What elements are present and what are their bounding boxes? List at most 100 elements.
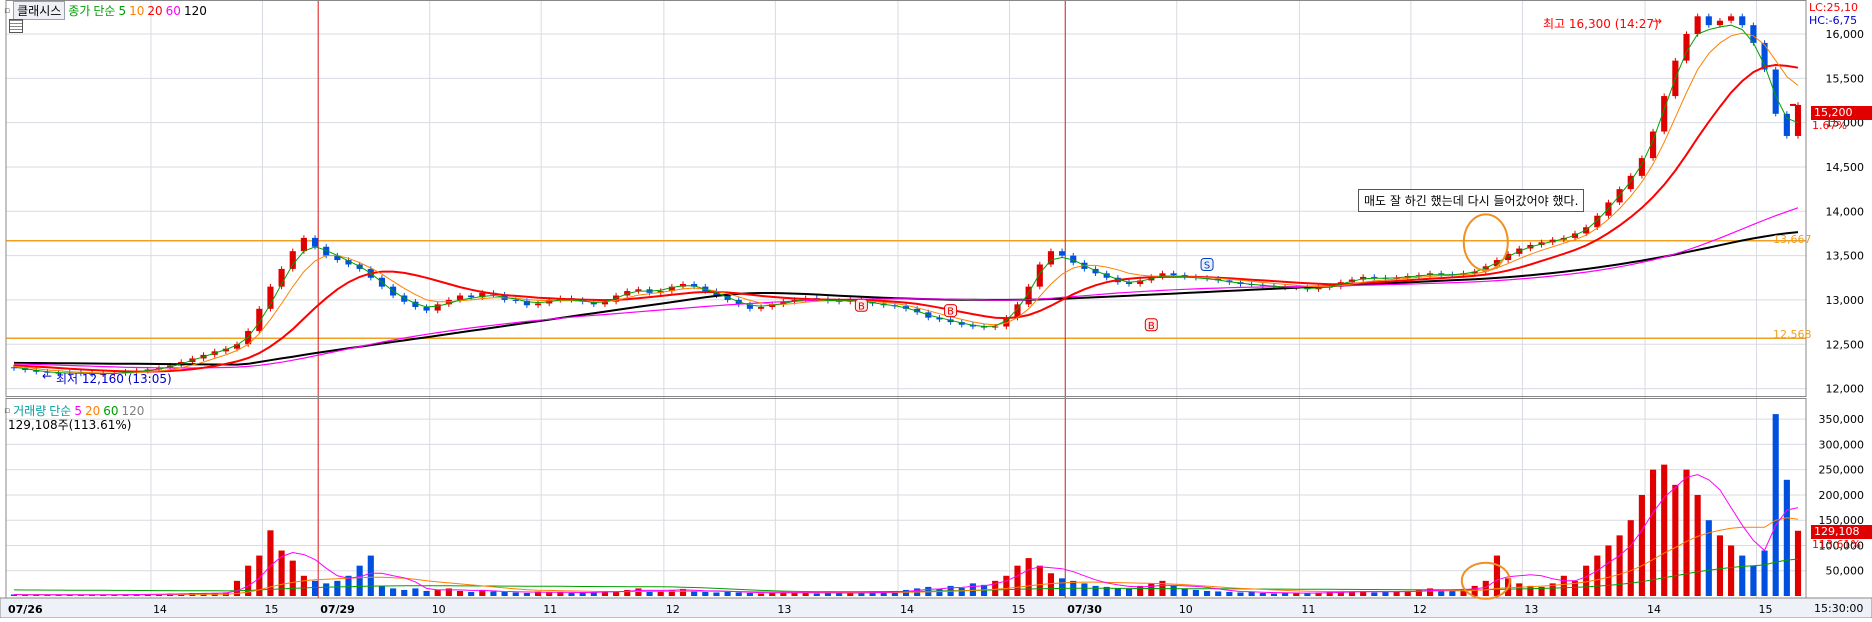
- x-tick-label: 07/29: [320, 603, 355, 616]
- candle-body: [512, 299, 519, 301]
- hc-label: HC:-6,75: [1809, 14, 1858, 27]
- candle-body: [256, 308, 263, 331]
- buy-marker: [1144, 318, 1158, 332]
- price-tick-label: 13,500: [1826, 250, 1865, 263]
- candle-body: [289, 251, 296, 269]
- buy-marker-label: B: [947, 307, 954, 318]
- x-axis-bar: [0, 597, 1872, 619]
- price-tick-label: 13,000: [1826, 294, 1865, 307]
- volume-tick-label: 150,000: [1819, 514, 1865, 527]
- x-tick-label: 14: [1647, 603, 1661, 616]
- legend-volume-ma20: 20: [84, 403, 101, 418]
- candle-body: [44, 371, 51, 373]
- volume-bar: [1270, 593, 1278, 596]
- volume-tick-label: 300,000: [1819, 438, 1865, 451]
- volume-bar: [1092, 585, 1099, 596]
- volume-bar: [891, 590, 898, 596]
- candle-body: [100, 373, 107, 375]
- volume-bar: [523, 592, 530, 596]
- volume-bar: [1036, 565, 1043, 596]
- lc-label: LC:25,10: [1809, 1, 1859, 14]
- volume-bar: [77, 594, 84, 596]
- volume-bar: [1571, 580, 1579, 596]
- volume-bar: [824, 592, 832, 596]
- volume-bar: [1148, 583, 1155, 596]
- annotation-note[interactable]: 매도 잘 하긴 했는데 다시 들어갔어야 했다.: [1358, 189, 1585, 212]
- candle-body: [468, 295, 475, 298]
- volume-bar: [735, 592, 742, 596]
- volume-bar: [780, 592, 787, 596]
- volume-bar: [1282, 592, 1289, 596]
- volume-bar: [579, 592, 586, 596]
- volume-bar: [1482, 580, 1489, 596]
- volume-bar: [1226, 591, 1233, 596]
- volume-bar: [1538, 586, 1545, 596]
- candle-body: [1438, 273, 1445, 275]
- volume-ma5-line: [13, 474, 1799, 596]
- volume-legend-marker-icon: ▫: [4, 405, 11, 416]
- x-tick-label: 15: [264, 603, 278, 616]
- x-tick-label: 12: [1413, 603, 1427, 616]
- candle-body: [1070, 255, 1077, 263]
- legend-ma60: 60: [165, 3, 181, 18]
- legend-volume-simple: 단순: [49, 404, 72, 418]
- volume-bar: [501, 591, 508, 596]
- volume-bar: [479, 589, 486, 596]
- volume-bar: [44, 594, 51, 596]
- volume-bar: [1649, 469, 1657, 596]
- volume-bar: [1014, 565, 1021, 596]
- volume-bar: [613, 591, 620, 596]
- volume-summary: 129,108주(113.61%): [8, 418, 132, 432]
- candle-body: [1371, 276, 1378, 278]
- candle-body: [334, 255, 341, 261]
- candle-body: [601, 301, 609, 305]
- stock-name-tag[interactable]: 클래시스: [13, 1, 66, 20]
- volume-bar: [423, 590, 430, 596]
- volume-bar: [668, 589, 675, 596]
- candle-body: [1482, 266, 1489, 272]
- volume-bar: [401, 589, 408, 596]
- volume-bar: [1716, 535, 1724, 596]
- volume-tick-label: 50,000: [1826, 565, 1865, 578]
- volume-bar: [490, 591, 497, 596]
- volume-bar: [702, 591, 709, 596]
- candle-body: [267, 286, 274, 309]
- volume-bar: [300, 575, 307, 596]
- volume-bar: [1404, 590, 1411, 596]
- volume-bar: [1783, 479, 1790, 596]
- hline-lower-label: 12,568: [1773, 328, 1812, 341]
- volume-bar: [1304, 592, 1311, 596]
- x-tick-label: 07/30: [1067, 603, 1102, 616]
- volume-bar: [1059, 578, 1066, 596]
- volume-bar: [1415, 589, 1422, 596]
- volume-bar: [769, 592, 776, 596]
- last-change-label: 1.67%: [1812, 119, 1847, 132]
- candle-body: [635, 289, 642, 292]
- low-arrow-icon: ←: [42, 369, 53, 383]
- volume-bar: [323, 583, 330, 596]
- x-tick-label: 14: [900, 603, 914, 616]
- volume-bar: [646, 591, 653, 596]
- x-tick-label: 12: [666, 603, 680, 616]
- volume-bar: [245, 565, 252, 596]
- candle-body: [55, 372, 62, 374]
- candle-body: [1036, 264, 1043, 287]
- volume-bar: [1371, 592, 1378, 596]
- candle-body: [423, 307, 430, 311]
- volume-bar: [1750, 565, 1757, 596]
- volume-bar: [512, 592, 519, 596]
- volume-bar: [278, 550, 285, 596]
- x-tick-label: 15: [1012, 603, 1026, 616]
- volume-bar: [1360, 591, 1367, 596]
- ma5-line: [13, 24, 1799, 375]
- volume-bar: [289, 560, 296, 596]
- volume-bar: [311, 580, 319, 596]
- volume-bar: [334, 580, 341, 596]
- volume-bar: [724, 591, 731, 596]
- volume-bar: [1739, 555, 1746, 596]
- calculator-icon[interactable]: [9, 19, 23, 33]
- legend-ma20: 20: [147, 3, 163, 18]
- volume-bar: [679, 588, 687, 596]
- highlight-circle-price: [1462, 213, 1509, 272]
- volume-bar: [356, 565, 363, 596]
